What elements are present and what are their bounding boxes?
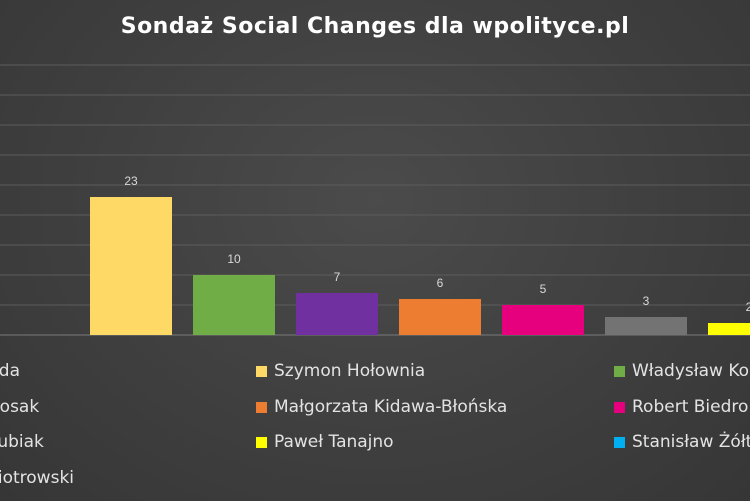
legend-label: Paweł Tanajno: [274, 432, 394, 452]
data-label-7: 2: [746, 300, 750, 314]
legend-label: Władysław Ko: [632, 361, 750, 381]
data-label-5: 5: [540, 282, 547, 296]
legend-item-5: Robert Biedro: [614, 397, 748, 417]
legend-label: uda: [0, 361, 20, 381]
legend-swatch: [614, 365, 625, 377]
legend-item-9: Piotrowski: [0, 468, 74, 488]
bar-1: [90, 197, 172, 335]
bar-5: [502, 305, 584, 335]
bars: [90, 197, 750, 335]
chart-title: Sondaż Social Changes dla wpolityce.pl: [120, 14, 630, 39]
legend-swatch: [256, 401, 267, 413]
data-label-4: 6: [437, 276, 444, 290]
legend-item-0: uda: [0, 361, 20, 381]
data-labels: 2310765321: [124, 174, 750, 314]
legend-swatch: [614, 401, 625, 413]
legend-item-4: Małgorzata Kidawa-Błońska: [256, 397, 507, 417]
legend-swatch: [256, 365, 267, 377]
data-label-1: 23: [124, 174, 138, 188]
data-label-2: 10: [227, 252, 241, 266]
legend-label: Stanisław Żółt: [632, 432, 750, 452]
legend-item-8: Stanisław Żółt: [614, 432, 750, 452]
legend-swatch: [614, 436, 625, 448]
legend-item-7: Paweł Tanajno: [256, 432, 394, 452]
legend-label: Robert Biedro: [632, 397, 749, 417]
legend-item-2: Władysław Ko: [614, 361, 749, 381]
bar-6: [605, 317, 687, 335]
legend-item-1: Szymon Hołownia: [256, 361, 425, 381]
bar-7: [708, 323, 750, 335]
legend-label: Szymon Hołownia: [274, 361, 426, 381]
data-label-3: 7: [334, 270, 341, 284]
legend-label: Małgorzata Kidawa-Błońska: [274, 397, 508, 417]
data-label-6: 3: [643, 294, 650, 308]
legend-label: Piotrowski: [0, 468, 75, 488]
legend-label: Bosak: [0, 397, 40, 417]
bar-4: [399, 299, 481, 335]
legend-label: kubiak: [0, 432, 44, 452]
legend-item-6: kubiak: [0, 432, 44, 452]
bar-2: [193, 275, 275, 335]
legend-item-3: Bosak: [0, 397, 39, 417]
bar-3: [296, 293, 378, 335]
legend-swatch: [256, 436, 267, 448]
